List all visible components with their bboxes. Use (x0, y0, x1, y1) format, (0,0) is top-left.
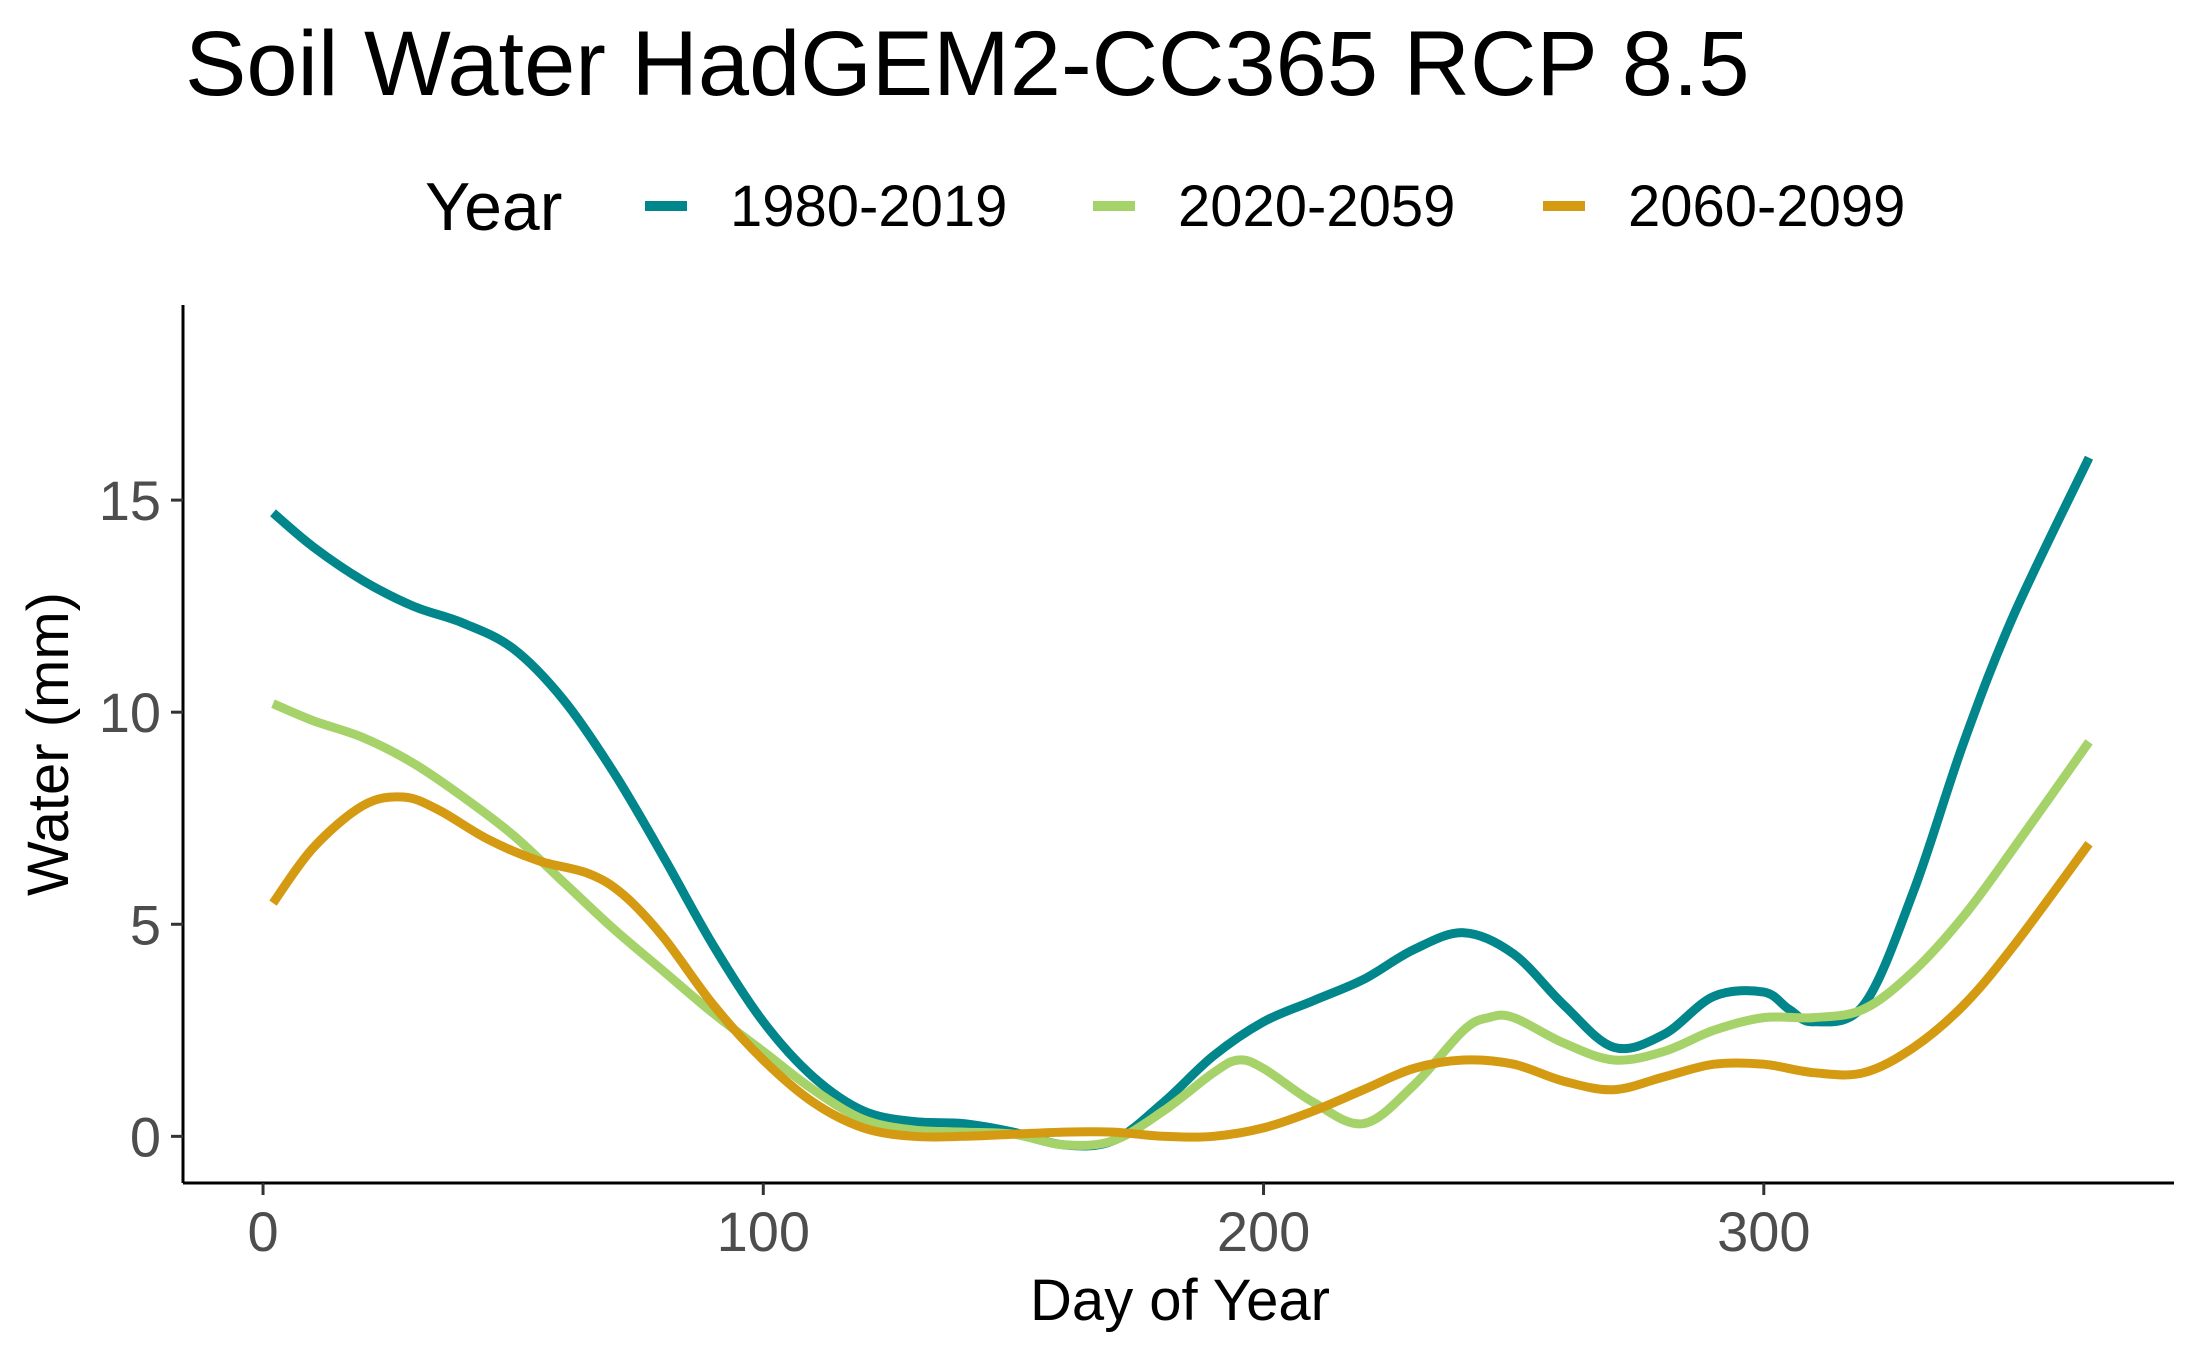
legend: Year 1980-2019 2020-2059 2060-2099 (425, 169, 1905, 245)
y-tick-label: 0 (130, 1105, 161, 1168)
series-line-2020-2059 (271, 699, 2093, 1150)
legend-items: 1980-2019 2020-2059 2060-2099 (645, 174, 1905, 239)
x-tick-label: 300 (1717, 1200, 1810, 1263)
y-axis-ticks: 0 5 10 15 (99, 469, 183, 1168)
y-tick-label: 15 (99, 469, 161, 532)
y-tick-label: 10 (99, 681, 161, 744)
legend-title: Year (425, 169, 562, 245)
x-axis-ticks: 0 100 200 300 (247, 1183, 1811, 1263)
y-tick-label: 5 (130, 893, 161, 956)
series-group (269, 455, 2094, 1151)
legend-label-2060-2099: 2060-2099 (1628, 174, 1905, 239)
x-tick-label: 200 (1217, 1200, 1310, 1263)
series-line-1980-2019 (270, 455, 2094, 1151)
series-line-2060-2099 (269, 792, 2093, 1142)
chart-title: Soil Water HadGEM2-CC365 RCP 8.5 (185, 13, 1750, 115)
legend-label-2020-2059: 2020-2059 (1178, 174, 1455, 239)
x-tick-label: 0 (247, 1200, 278, 1263)
legend-label-1980-2019: 1980-2019 (730, 174, 1007, 239)
x-axis-title: Day of Year (1030, 1268, 1330, 1333)
y-axis-title: Water (mm) (16, 592, 81, 896)
x-tick-label: 100 (717, 1200, 810, 1263)
